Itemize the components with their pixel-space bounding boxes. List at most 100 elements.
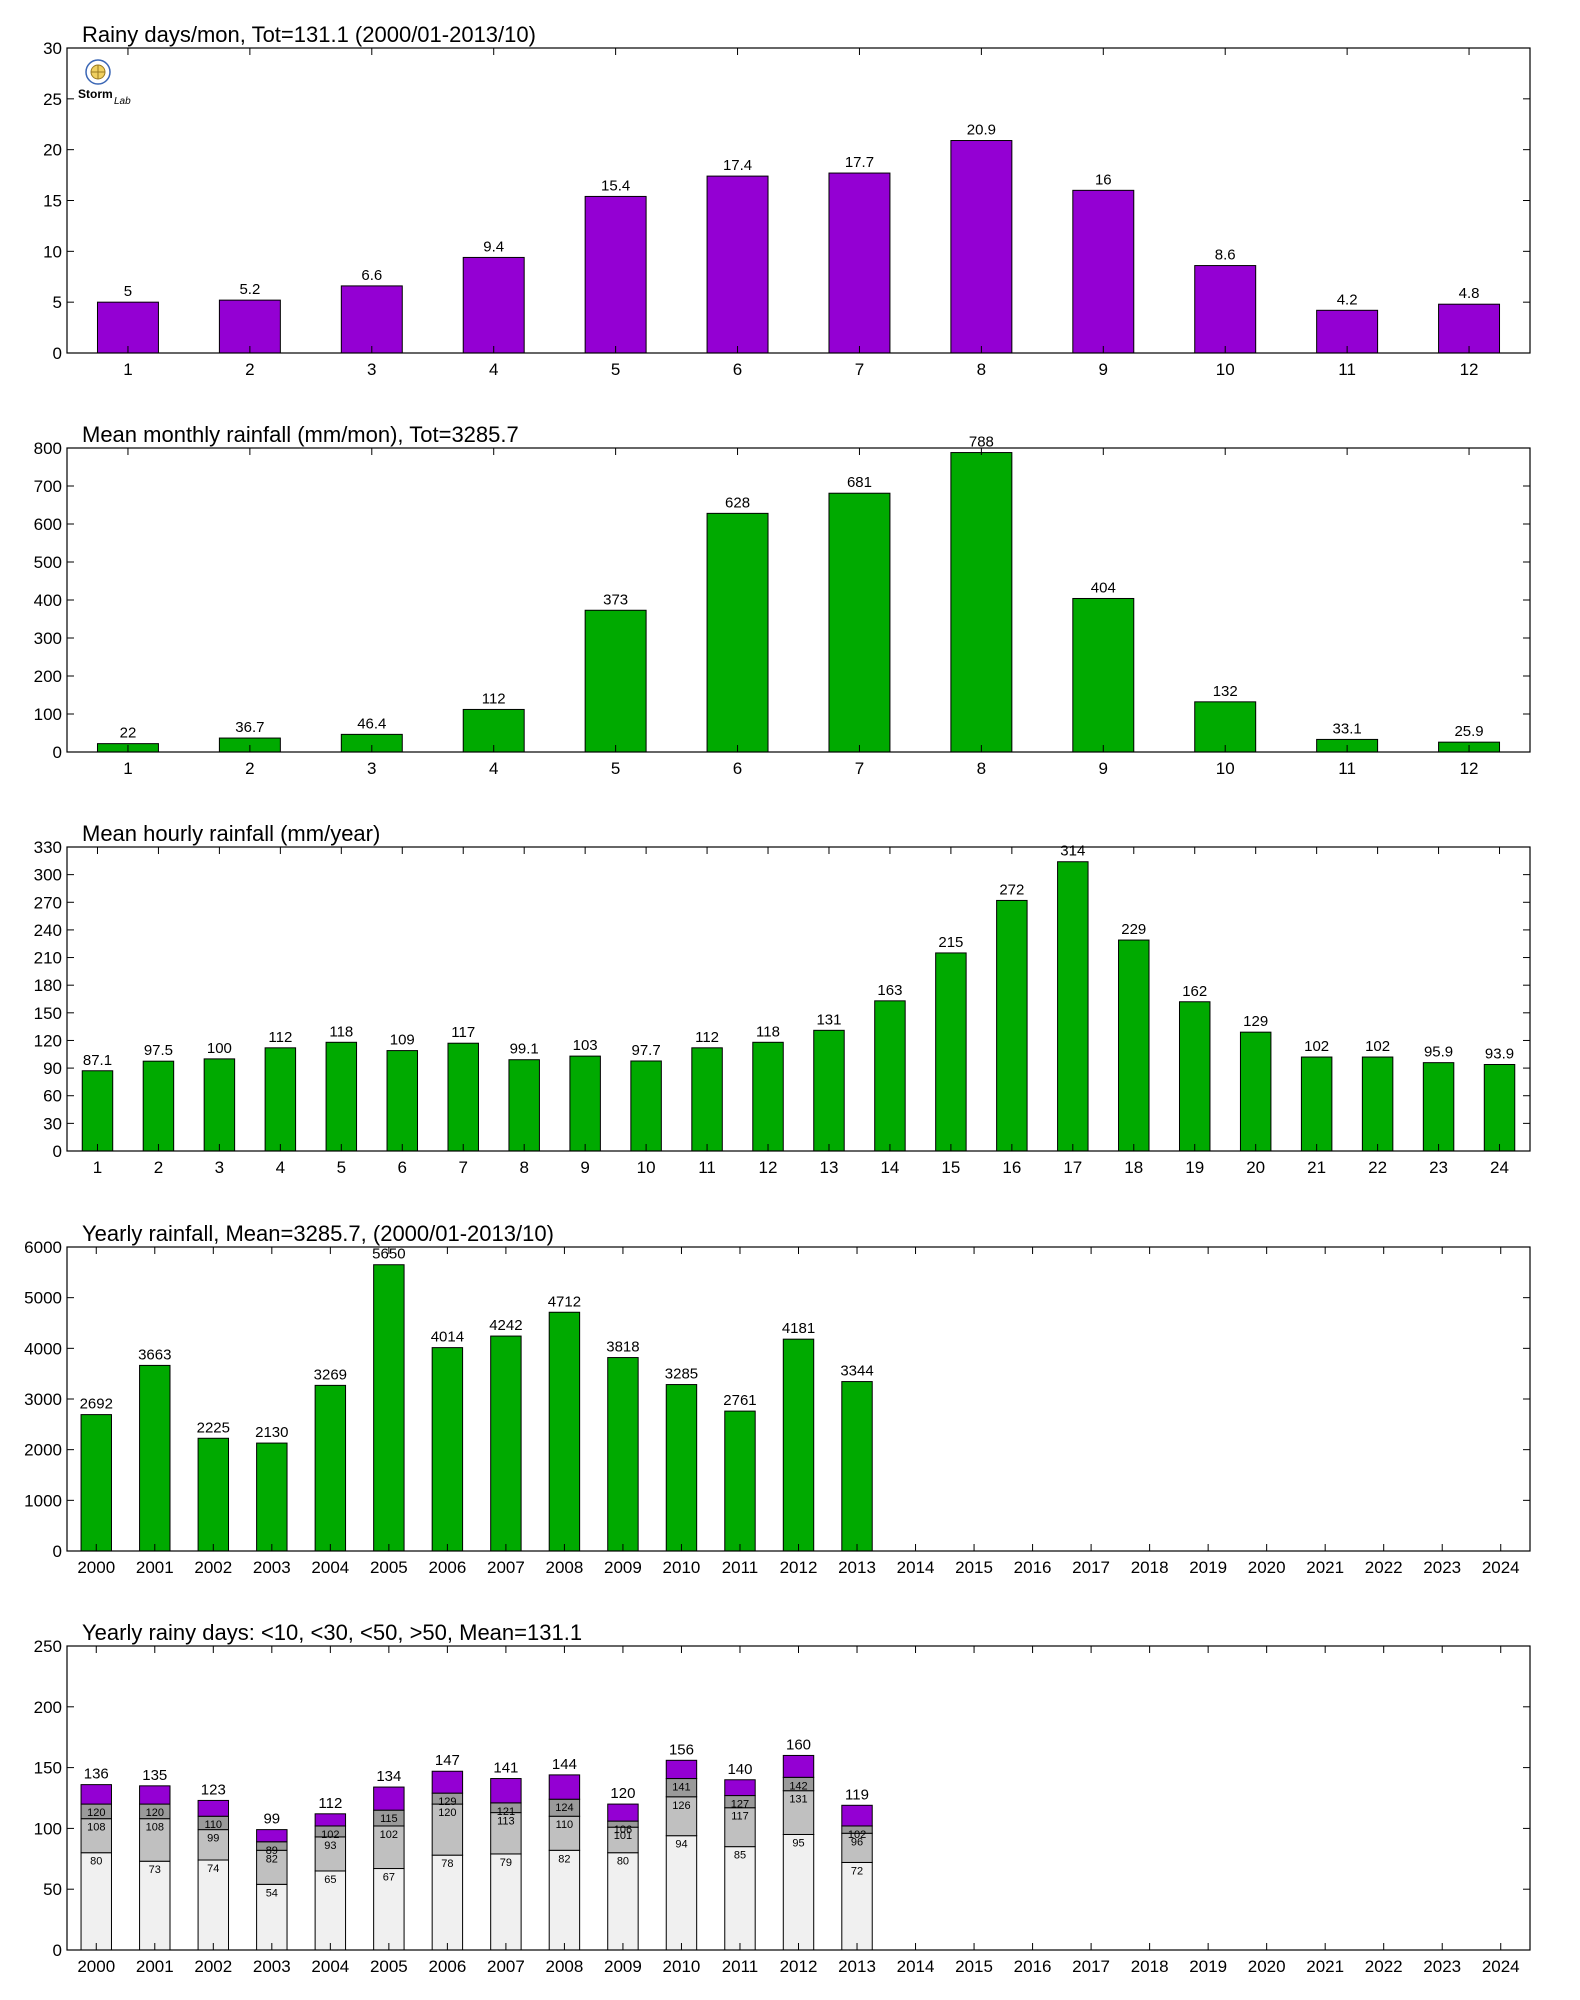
chart-title: Yearly rainfall, Mean=3285.7, (2000/01-2… xyxy=(82,1221,554,1246)
y-tick-label: 120 xyxy=(34,1031,62,1050)
y-tick-label: 240 xyxy=(34,921,62,940)
x-tick-label: 2015 xyxy=(955,1957,993,1976)
x-tick-label: 2009 xyxy=(604,1558,642,1577)
chart-panel-5: Yearly rainy days: <10, <30, <50, >50, M… xyxy=(34,1620,1531,1976)
bar-value-label: 16 xyxy=(1095,171,1112,188)
segment-label: 82 xyxy=(558,1853,570,1865)
x-tick-label: 2 xyxy=(154,1158,163,1177)
bar xyxy=(264,1047,297,1152)
bar-segment-lt10 xyxy=(724,1846,756,1951)
bar-value-label: 373 xyxy=(603,591,628,608)
y-tick-label: 0 xyxy=(53,743,62,762)
x-tick-label: 2003 xyxy=(253,1957,291,1976)
x-tick-label: 2000 xyxy=(77,1957,115,1976)
segment-label: 120 xyxy=(146,1807,164,1819)
bar xyxy=(197,1437,230,1552)
bar-value-label: 102 xyxy=(1365,1038,1390,1055)
bar-value-label: 109 xyxy=(390,1032,415,1049)
bar xyxy=(706,512,769,753)
bar xyxy=(724,1410,756,1552)
x-tick-label: 14 xyxy=(880,1158,899,1177)
bar-segment-lt30 xyxy=(548,1815,581,1851)
x-tick-label: 2007 xyxy=(487,1558,525,1577)
bar-segment-gt50 xyxy=(373,1786,405,1811)
plot-frame xyxy=(66,846,1531,1152)
x-tick-label: 2001 xyxy=(136,1957,174,1976)
x-tick-label: 2008 xyxy=(546,1558,584,1577)
x-tick-label: 12 xyxy=(759,1158,778,1177)
bar xyxy=(841,1381,873,1552)
bar-value-label: 4014 xyxy=(431,1329,464,1346)
x-tick-label: 16 xyxy=(1002,1158,1021,1177)
bar-segment-gt50 xyxy=(607,1803,639,1822)
bar xyxy=(1194,265,1257,354)
y-tick-label: 90 xyxy=(43,1059,62,1078)
x-tick-label: 2006 xyxy=(428,1957,466,1976)
bar-value-label: 272 xyxy=(999,881,1024,898)
x-tick-label: 23 xyxy=(1429,1158,1448,1177)
x-tick-label: 2015 xyxy=(955,1558,993,1577)
y-tick-label: 0 xyxy=(53,1142,62,1161)
bar-value-label: 17.4 xyxy=(723,157,752,174)
x-tick-label: 10 xyxy=(1216,360,1235,379)
bar-segment-lt30 xyxy=(431,1803,464,1856)
x-tick-label: 2022 xyxy=(1365,1558,1403,1577)
x-tick-label: 8 xyxy=(977,360,986,379)
segment-label: 113 xyxy=(497,1816,515,1828)
bar-value-label: 17.7 xyxy=(845,154,874,171)
segment-label: 115 xyxy=(380,1813,398,1825)
y-tick-label: 20 xyxy=(43,141,62,160)
bar-value-label: 46.4 xyxy=(357,715,386,732)
bar xyxy=(1057,861,1089,1152)
x-tick-label: 5 xyxy=(611,759,620,778)
bar-segment-lt10 xyxy=(782,1833,815,1951)
y-tick-label: 200 xyxy=(34,1698,62,1717)
bar-value-label: 95.9 xyxy=(1424,1044,1453,1061)
bar-segment-gt50 xyxy=(139,1785,171,1805)
chart-title: Mean hourly rainfall (mm/year) xyxy=(82,821,380,846)
y-tick-label: 400 xyxy=(34,591,62,610)
bar xyxy=(325,1041,358,1152)
bar xyxy=(340,285,403,354)
segment-label: 108 xyxy=(146,1822,164,1834)
bar xyxy=(256,1442,288,1552)
bar-value-label: 229 xyxy=(1121,921,1146,938)
bar xyxy=(1300,1056,1333,1152)
y-tick-label: 210 xyxy=(34,949,62,968)
bar-value-label: 132 xyxy=(1213,683,1238,700)
bar xyxy=(81,1070,114,1152)
y-tick-label: 100 xyxy=(34,705,62,724)
x-tick-label: 15 xyxy=(941,1158,960,1177)
x-tick-label: 2010 xyxy=(663,1558,701,1577)
y-tick-label: 5000 xyxy=(24,1289,62,1308)
x-tick-label: 2018 xyxy=(1131,1957,1169,1976)
bar-value-label: 5.2 xyxy=(239,281,260,298)
segment-label: 124 xyxy=(555,1802,573,1814)
x-tick-label: 20 xyxy=(1246,1158,1265,1177)
x-tick-label: 2010 xyxy=(663,1957,701,1976)
bar xyxy=(1438,303,1501,354)
x-tick-label: 6 xyxy=(733,759,742,778)
segment-label: 80 xyxy=(90,1856,102,1868)
segment-label: 102 xyxy=(848,1829,866,1841)
bar-segment-lt30 xyxy=(373,1825,405,1870)
bar-value-label: 3818 xyxy=(606,1339,639,1356)
bar-value-label: 120 xyxy=(610,1785,635,1802)
segment-label: 73 xyxy=(149,1864,161,1876)
x-tick-label: 2013 xyxy=(838,1957,876,1976)
bar-segment-gt50 xyxy=(197,1799,230,1817)
bar xyxy=(691,1047,723,1152)
x-tick-label: 2023 xyxy=(1423,1957,1461,1976)
x-tick-label: 2 xyxy=(245,759,254,778)
chart-title: Mean monthly rainfall (mm/mon), Tot=3285… xyxy=(82,422,519,447)
bar-value-label: 112 xyxy=(318,1795,342,1812)
x-tick-label: 8 xyxy=(519,1158,528,1177)
storm-lab-logo-icon: Storm Lab xyxy=(78,59,131,107)
bar-value-label: 112 xyxy=(695,1029,719,1046)
chart-panel-2: Mean monthly rainfall (mm/mon), Tot=3285… xyxy=(34,422,1531,778)
segment-label: 110 xyxy=(205,1819,223,1831)
bar xyxy=(1118,939,1150,1152)
bar xyxy=(584,609,647,753)
x-tick-label: 21 xyxy=(1307,1158,1326,1177)
plot-frame xyxy=(66,47,1531,354)
